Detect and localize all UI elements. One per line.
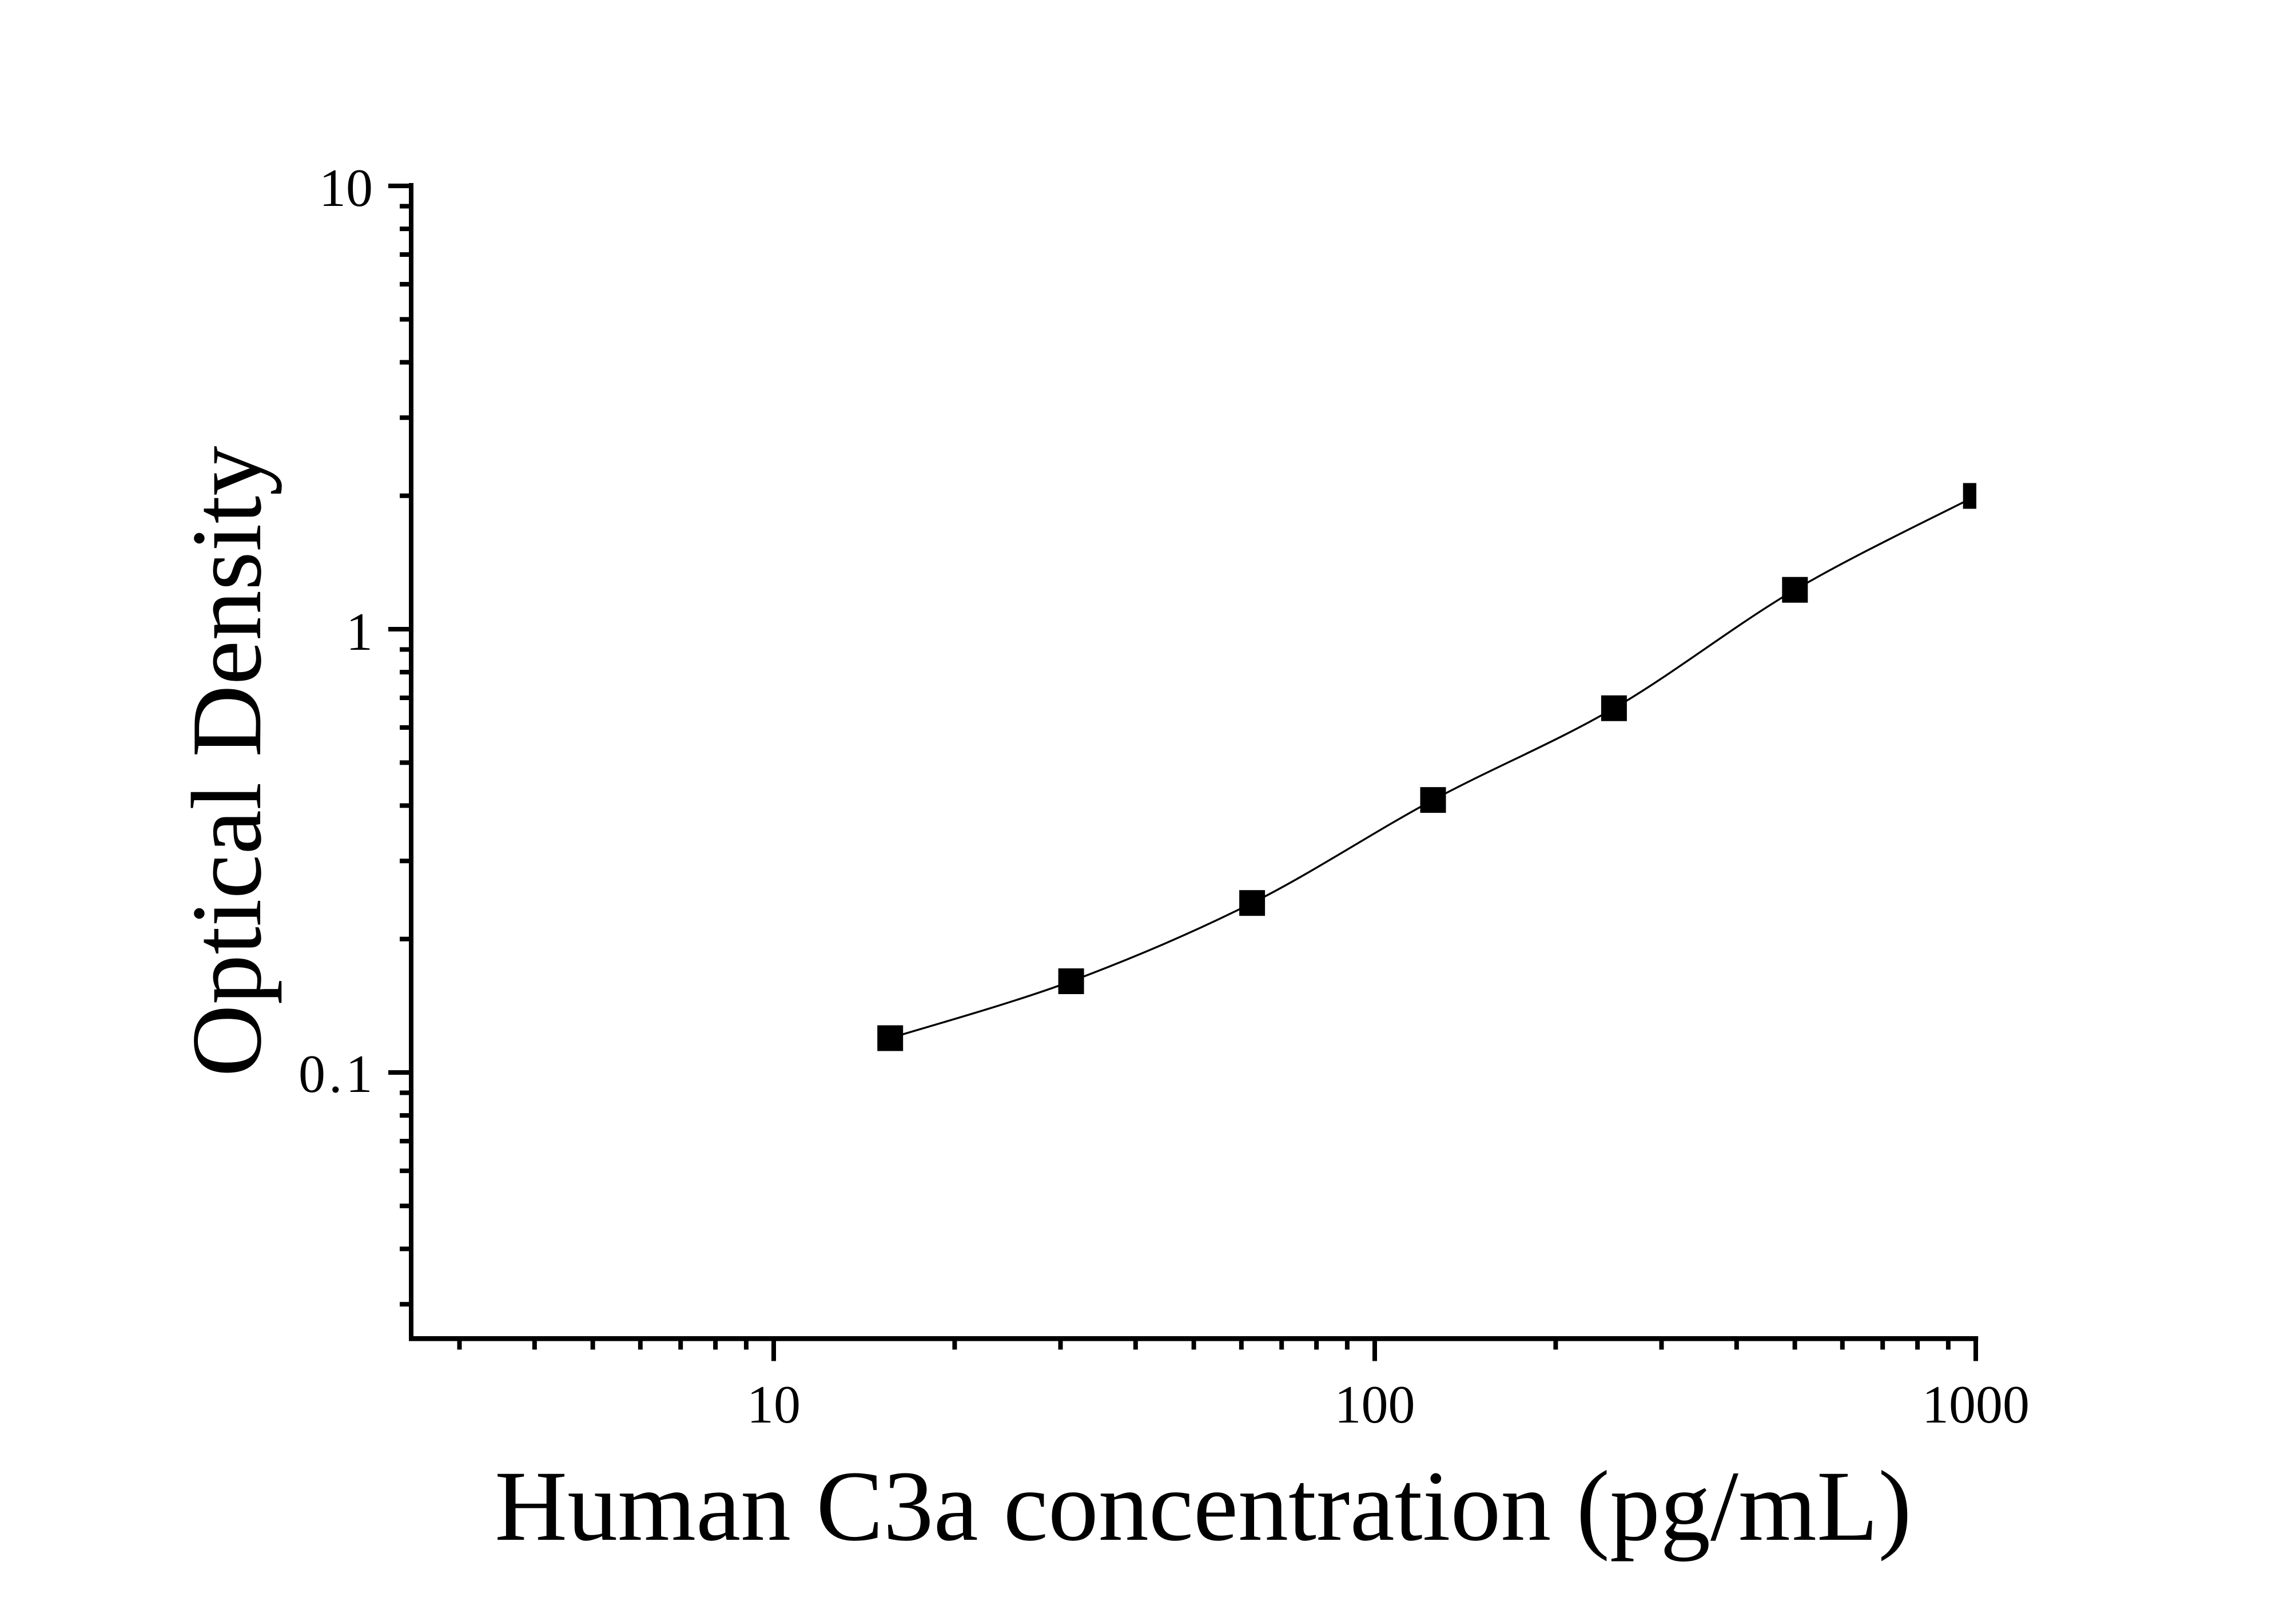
svg-text:0.1: 0.1 — [299, 1044, 376, 1104]
svg-text:Optical Density: Optical Density — [171, 446, 282, 1076]
svg-text:10: 10 — [747, 1375, 801, 1435]
svg-text:10: 10 — [319, 158, 373, 218]
svg-text:Human C3a concentration (pg/mL: Human C3a concentration (pg/mL) — [495, 1451, 1912, 1562]
svg-text:100: 100 — [1335, 1375, 1415, 1435]
svg-text:1: 1 — [346, 602, 373, 662]
svg-text:1000: 1000 — [1922, 1375, 2030, 1435]
